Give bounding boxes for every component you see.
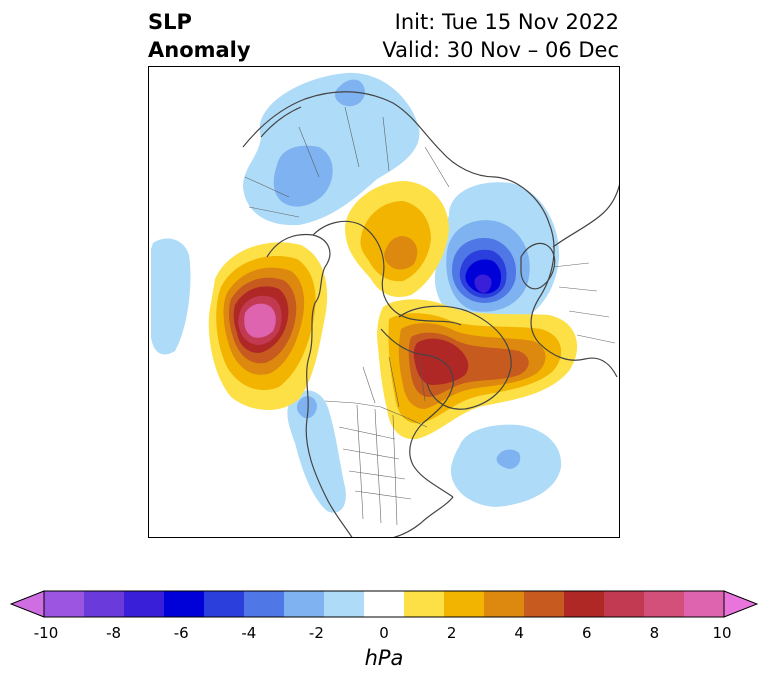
colorbar-bin [684,591,725,617]
eurasian-low-core [474,274,492,293]
colorbar-bin [484,591,525,617]
eurasia-negative-inner [273,145,333,207]
colorbar-tick-label: 0 [379,624,389,642]
colorbar-tick-label: 8 [649,624,660,642]
colorbar-bin [244,591,285,617]
colorbar-bin [564,591,605,617]
colorbar-bin [324,591,365,617]
us-canada-border [324,400,428,428]
west-conus-low-inner [296,396,317,419]
anomaly-map [151,72,619,537]
colorbar-tick-label: 10 [712,624,732,642]
colorbar-bin [404,591,445,617]
arctic-ridge-l5 [413,338,469,385]
colorbar-bin [604,591,645,617]
map-dates: Init: Tue 15 Nov 2022 Valid: 30 Nov – 06… [382,8,619,64]
colorbar-bin [84,591,125,617]
alaska-coast [312,220,462,326]
scandinavia [520,242,556,290]
colorbar [10,590,758,618]
map-title: SLP Anomaly [148,8,251,64]
colorbar-bin [284,591,325,617]
west-conus-low [287,390,346,513]
init-date: Init: Tue 15 Nov 2022 [394,10,619,34]
colorbar-tick-label: -6 [173,624,189,642]
colorbar-bin [164,591,205,617]
colorbar-tick-label: 6 [582,624,592,642]
canada-provinces [362,354,426,408]
europe-borders [552,262,616,344]
colorbar-bin [364,591,405,617]
title-line-slp: SLP [148,10,192,34]
siberia-north [260,106,302,138]
negative-anomaly-areas [151,72,562,513]
colorbar-bin [444,591,485,617]
na-east-coast [393,496,454,537]
europe-coast [552,183,619,248]
siberia-negative [335,79,365,107]
colorbar-bin [204,591,245,617]
colorbar-tick-label: 4 [514,624,524,642]
eurasia-coast [242,91,618,378]
asia-borders [244,176,300,218]
colorbar-units: hPa [364,646,404,670]
map-panel [148,66,620,538]
colorbar-tick-label: -2 [308,624,324,642]
colorbar-tick-label: -8 [106,624,122,642]
colorbar-extend-high [723,590,758,618]
russia-regions [298,106,450,188]
positive-anomaly-areas [208,181,578,440]
colorbar-tick-label: 2 [446,624,457,642]
valid-dates: Valid: 30 Nov – 06 Dec [382,38,619,62]
colorbar-tick-label: -10 [33,624,59,642]
colorbar-bin [644,591,685,617]
pacific-ridge-core [244,303,276,338]
pacific-west-negative [151,238,191,355]
colorbar-bin [44,591,85,617]
us-states-grid-2 [356,404,398,526]
country-borders [244,106,616,526]
greenland-outline [398,305,512,410]
coastlines [242,91,619,537]
colorbar-bin [124,591,165,617]
colorbar-bin [524,591,565,617]
colorbar-extend-low [10,590,45,618]
title-line-anomaly: Anomaly [148,38,251,62]
greenland-high-l3 [384,236,418,270]
atlantic-low-inner [496,449,521,469]
canada-arctic [380,328,454,498]
colorbar-frame [43,590,725,618]
us-states-grid-1 [338,426,412,500]
colorbar-tick-label: -4 [241,624,257,642]
na-west-coast [266,233,353,537]
